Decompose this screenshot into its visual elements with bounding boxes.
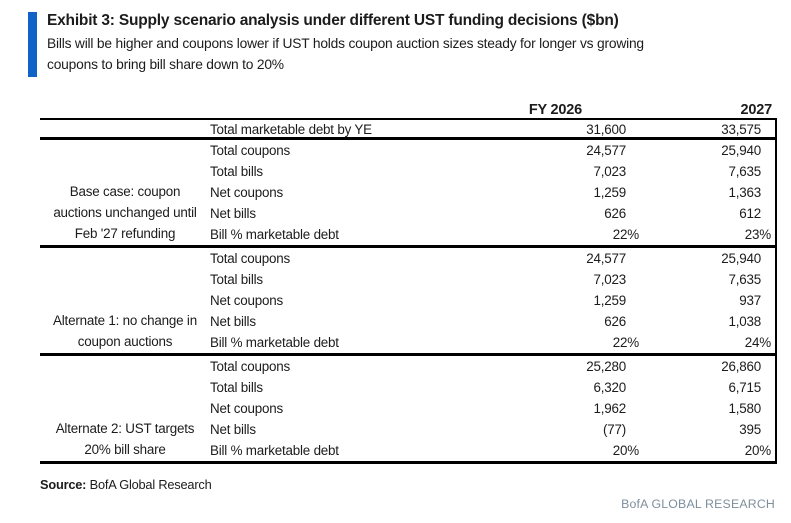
table-header-row: FY 2026 2027 [40,94,777,118]
column-header-fy2026: FY 2026 [528,102,582,118]
value-2027: 25,940 [721,251,761,266]
value-2027: 1,580 [728,401,761,416]
table-row: Total coupons 24,577 25,940 [210,248,777,269]
table-row: Total bills 7,023 7,635 [210,269,777,290]
value-fy2026: 626 [604,206,626,221]
table-row: Bill % marketable debt 22% 24% [210,332,777,353]
row-label: Net coupons [210,293,283,308]
value-2027: 395 [739,422,761,437]
source-text: BofA Global Research [89,477,212,492]
value-2027: 1,038 [728,314,761,329]
row-label: Net coupons [210,401,283,416]
value-2027: 20% [744,443,771,458]
value-2027: 24% [744,335,771,350]
value-fy2026: 24,577 [586,251,626,266]
group-label: Alternate 2: UST targets 20% bill share [40,356,210,461]
value-2027: 33,575 [721,122,761,137]
table-body: Total marketable debt by YE 31,600 33,57… [40,118,777,464]
source-label: Source: [40,477,87,492]
group-label-line: coupon auctions [77,334,173,349]
row-label: Total coupons [210,359,291,374]
group-rows: Total coupons 24,577 25,940 Total bills … [210,140,777,245]
subtitle-line-1: Bills will be higher and coupons lower i… [47,36,644,51]
table-row: Net coupons 1,259 1,363 [210,182,777,203]
value-fy2026: 20% [612,443,639,458]
value-fy2026: 22% [612,227,639,242]
group-label-line: Feb '27 refunding [74,226,176,241]
row-label: Net coupons [210,185,283,200]
column-header-2027: 2027 [740,102,773,118]
group-rows: Total coupons 24,577 25,940 Total bills … [210,248,777,353]
table-row: Total coupons 24,577 25,940 [210,140,777,161]
value-2027: 1,363 [728,185,761,200]
group-label-line: Alternate 2: UST targets [55,421,195,436]
subtitle-line-2: coupons to bring bill share down to 20% [47,57,284,72]
row-label: Total bills [210,272,263,287]
table-row: Total bills 6,320 6,715 [210,377,777,398]
table-row: Net bills 626 612 [210,203,777,224]
table-row: Net bills 626 1,038 [210,311,777,332]
value-fy2026: 7,023 [593,272,626,287]
group-label: Alternate 1: no change in coupon auction… [40,248,210,353]
table-row: Total bills 7,023 7,635 [210,161,777,182]
value-2027: 26,860 [721,359,761,374]
row-label: Total marketable debt by YE [210,122,372,137]
value-2027: 937 [739,293,761,308]
group-label: Base case: coupon auctions unchanged unt… [40,140,210,245]
value-fy2026: 25,280 [586,359,626,374]
row-label: Total bills [210,380,263,395]
table-row: Total coupons 25,280 26,860 [210,356,777,377]
table-row: Net coupons 1,962 1,580 [210,398,777,419]
group-label-line: Base case: coupon [69,184,181,199]
table-row: Bill % marketable debt 22% 23% [210,224,777,245]
accent-bar [28,12,37,77]
value-fy2026: (77) [602,422,626,437]
value-2027: 7,635 [728,164,761,179]
row-label: Total coupons [210,143,291,158]
bofa-global-research-watermark: BofA GLOBAL RESEARCH [621,497,775,511]
value-2027: 7,635 [728,272,761,287]
value-fy2026: 626 [604,314,626,329]
row-label: Bill % marketable debt [210,227,339,242]
value-fy2026: 7,023 [593,164,626,179]
value-fy2026: 24,577 [586,143,626,158]
group-rows: Total coupons 25,280 26,860 Total bills … [210,356,777,461]
value-fy2026: 31,600 [586,122,626,137]
group-label-line: 20% bill share [84,442,166,457]
value-fy2026: 1,259 [593,185,626,200]
row-label: Net bills [210,422,256,437]
value-2027: 612 [739,206,761,221]
group-label-line: Alternate 1: no change in [53,313,197,328]
row-label: Bill % marketable debt [210,335,339,350]
source-line: Source: BofA Global Research [40,477,212,492]
table-row: Net coupons 1,259 937 [210,290,777,311]
value-2027: 25,940 [721,143,761,158]
value-fy2026: 22% [612,335,639,350]
value-2027: 23% [744,227,771,242]
value-fy2026: 1,962 [593,401,626,416]
exhibit-subtitle: Bills will be higher and coupons lower i… [47,33,644,75]
row-label: Total coupons [210,251,291,266]
row-label: Net bills [210,206,256,221]
value-fy2026: 1,259 [593,293,626,308]
table-row: Net bills (77) 395 [210,419,777,440]
row-label: Bill % marketable debt [210,443,339,458]
value-fy2026: 6,320 [593,380,626,395]
exhibit-title: Exhibit 3: Supply scenario analysis unde… [47,12,619,29]
group-alternate-1: Alternate 1: no change in coupon auction… [40,248,775,356]
group-base-case: Base case: coupon auctions unchanged unt… [40,140,775,248]
table-row: Bill % marketable debt 20% 20% [210,440,777,461]
value-2027: 6,715 [728,380,761,395]
group-label-line: auctions unchanged until [53,205,197,220]
scenario-table: FY 2026 2027 Total marketable debt by YE… [40,94,777,464]
table-row-total-debt: Total marketable debt by YE 31,600 33,57… [40,120,775,140]
group-alternate-2: Alternate 2: UST targets 20% bill share … [40,356,775,464]
row-label: Total bills [210,164,263,179]
row-label: Net bills [210,314,256,329]
